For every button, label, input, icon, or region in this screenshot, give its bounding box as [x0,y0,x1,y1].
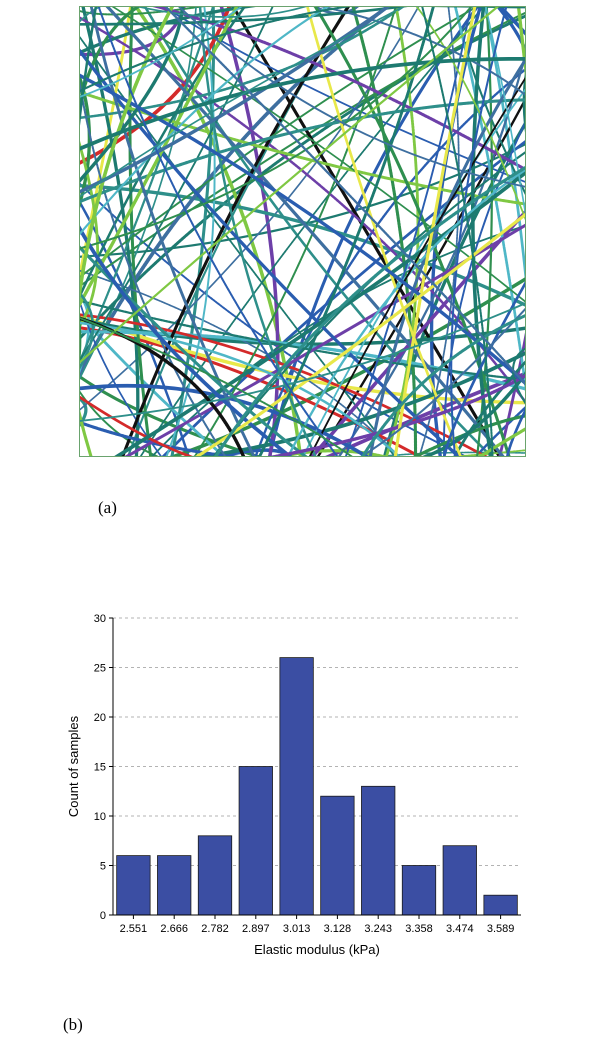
fiber-strand [89,7,256,456]
histogram-bar [157,855,192,916]
fiber-strand [80,7,330,236]
y-tick-label: 30 [94,613,106,625]
fiber-strand [80,397,88,427]
fiber-strand [319,7,525,96]
fiber-strand [111,7,525,303]
fiber-strand [442,281,525,456]
fiber-strand [169,277,525,456]
fiber-strand [306,7,462,456]
histogram-bar [483,894,518,916]
histogram-bar [238,766,273,916]
fiber-strand [80,7,479,279]
fiber-strand [516,7,525,77]
fiber-strand [258,7,435,456]
y-tick-label: 5 [100,861,106,873]
y-tick-label: 20 [94,712,106,724]
x-tick-label: 3.589 [487,923,515,935]
x-tick-label: 2.551 [120,923,148,935]
fiber-strand [80,7,205,16]
y-tick-label: 25 [94,663,106,675]
fiber-strand [80,7,231,165]
panel-label-b: (b) [63,1015,83,1034]
histogram-bar [361,785,396,916]
fiber-strand [443,120,525,456]
histogram-bar [320,795,355,916]
fiber-strand [496,7,525,53]
fiber-strand [143,7,493,456]
axes: 0 5 10 15 20 25 30 2.551 2.666 2.782 2.897 3.013 3.1… [94,613,521,935]
fiber-strand [80,302,525,422]
histogram-chart: 0 5 10 15 20 25 30 2.551 2.666 2.782 2.897 3.013 3.1… [66,613,521,957]
grid-lines [113,617,521,866]
fiber-strand [254,68,525,456]
fiber-strand [214,165,525,456]
fiber-strand [80,291,95,370]
fiber-strand [80,56,525,151]
fiber-strand [80,7,473,250]
fiber-strand [478,427,525,456]
fiber-strand [361,314,525,456]
fiber-strand [485,7,525,216]
x-tick-label: 2.666 [160,923,188,935]
x-axis-title: Elastic modulus (kPa) [254,942,380,957]
fiber-strand [421,7,494,456]
fiber-strand [80,7,185,183]
histogram-bar [197,835,233,916]
x-tick-label: 3.474 [446,923,474,935]
fiber-strand [165,7,216,456]
fiber-strand [80,73,92,209]
fiber-strand [80,79,227,456]
fiber-strand [97,7,339,456]
fiber-strand [164,7,525,386]
fiber-strand [80,7,141,110]
fiber-network-image [79,6,526,457]
y-tick-label: 15 [94,762,106,774]
fiber-strand [80,390,159,456]
x-tick-label: 2.897 [242,923,270,935]
fiber-strand [450,7,508,456]
fiber-strand [80,395,193,456]
histogram-bar [442,845,477,916]
x-tick-label: 3.128 [324,923,352,935]
bars [116,657,518,916]
fiber-strand [80,7,391,194]
histogram-bar [401,865,437,916]
fiber-strand [80,143,525,258]
histogram-bar [279,657,314,916]
fiber-strand [80,7,243,98]
histogram-bar [116,855,151,916]
fiber-network-svg [80,7,525,456]
fiber-strand [80,299,525,381]
fiber-strand [152,7,525,172]
fiber-strand [344,7,472,456]
y-tick-label: 10 [94,811,106,823]
fiber-strand [214,448,294,456]
fiber-strand [80,245,308,456]
x-tick-label: 3.358 [405,923,433,935]
y-axis-title: Count of samples [66,715,81,817]
fiber-strand [80,7,405,198]
fiber-strand [287,168,525,456]
fiber-strand [105,7,505,456]
fiber-strand [128,7,153,456]
fiber-strand [80,420,240,456]
x-tick-label: 3.013 [283,923,311,935]
fiber-strand [81,7,140,456]
x-tick-label: 2.782 [201,923,229,935]
fiber-strand [139,7,485,456]
fiber-strand [80,317,353,456]
fiber-strand [80,7,175,303]
x-tick-label: 3.243 [364,923,392,935]
fiber-strand [80,7,500,364]
fiber-strand [178,7,525,188]
fiber-strand [383,120,525,456]
fiber-strand [393,7,477,456]
fiber-strand [80,7,352,93]
y-tick-label: 0 [100,910,106,922]
fiber-strand [80,374,262,456]
fiber-strand [80,7,98,126]
panel-label-a: (a) [98,498,117,517]
